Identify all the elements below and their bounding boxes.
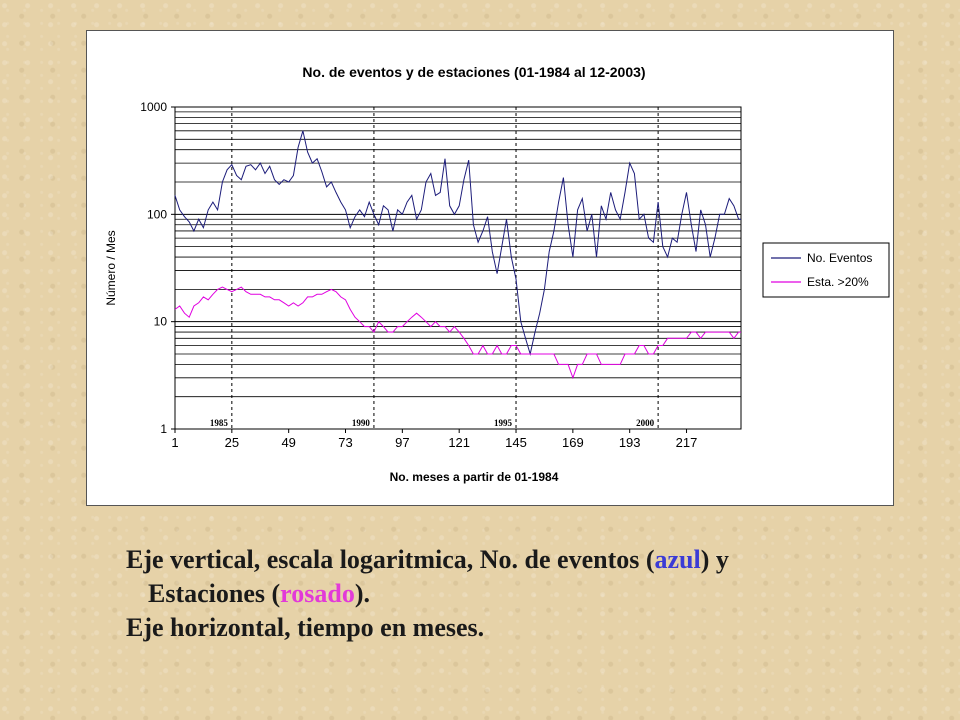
year-label: 1985 [210, 418, 229, 428]
plot-border [174, 106, 742, 430]
x-tick-label: 217 [676, 435, 698, 450]
y-tick-label: 1 [160, 422, 167, 436]
chart-title: No. de eventos y de estaciones (01-1984 … [302, 64, 645, 80]
x-tick-label: 193 [619, 435, 641, 450]
y-tick-label: 10 [154, 315, 168, 329]
y-tick-label: 1000 [140, 100, 167, 114]
legend-label: No. Eventos [807, 251, 872, 265]
caption-pink-word: rosado [280, 579, 355, 608]
legend-box [762, 242, 890, 298]
x-tick-label: 49 [281, 435, 295, 450]
caption-text: ). [354, 579, 370, 608]
caption-text: Eje vertical, escala logaritmica, No. de… [126, 545, 655, 574]
caption-line-2: Estaciones (rosado). [126, 577, 926, 611]
year-label: 2000 [636, 418, 655, 428]
x-tick-label: 97 [395, 435, 409, 450]
x-tick-label: 73 [338, 435, 352, 450]
caption-text: Estaciones ( [148, 579, 281, 608]
x-axis-label: No. meses a partir de 01-1984 [390, 470, 559, 484]
chart: 1985 1990 1995 2000 1 10 100 1000 1 25 49 73 97 121 14… [104, 64, 890, 484]
x-tick-label: 121 [448, 435, 470, 450]
caption-text: ) y [700, 545, 729, 574]
caption-line-1: Eje vertical, escala logaritmica, No. de… [126, 543, 926, 577]
caption-blue-word: azul [654, 545, 701, 574]
y-axis-label: Número / Mes [104, 230, 118, 305]
series-line-eventos [174, 130, 741, 356]
chart-frame: 1985 1990 1995 2000 1 10 100 1000 1 25 49 73 97 121 14… [86, 30, 894, 506]
x-tick-label: 145 [505, 435, 527, 450]
year-label: 1990 [352, 418, 371, 428]
series-line-estaciones [174, 286, 741, 380]
x-tick-label: 25 [225, 435, 239, 450]
caption: Eje vertical, escala logaritmica, No. de… [126, 543, 926, 645]
x-tick-label: 169 [562, 435, 584, 450]
year-label: 1995 [494, 418, 513, 428]
x-tick-label: 1 [171, 435, 178, 450]
legend-label: Esta. >20% [807, 275, 869, 289]
caption-line-3: Eje horizontal, tiempo en meses. [126, 613, 485, 642]
y-tick-label: 100 [147, 207, 167, 221]
